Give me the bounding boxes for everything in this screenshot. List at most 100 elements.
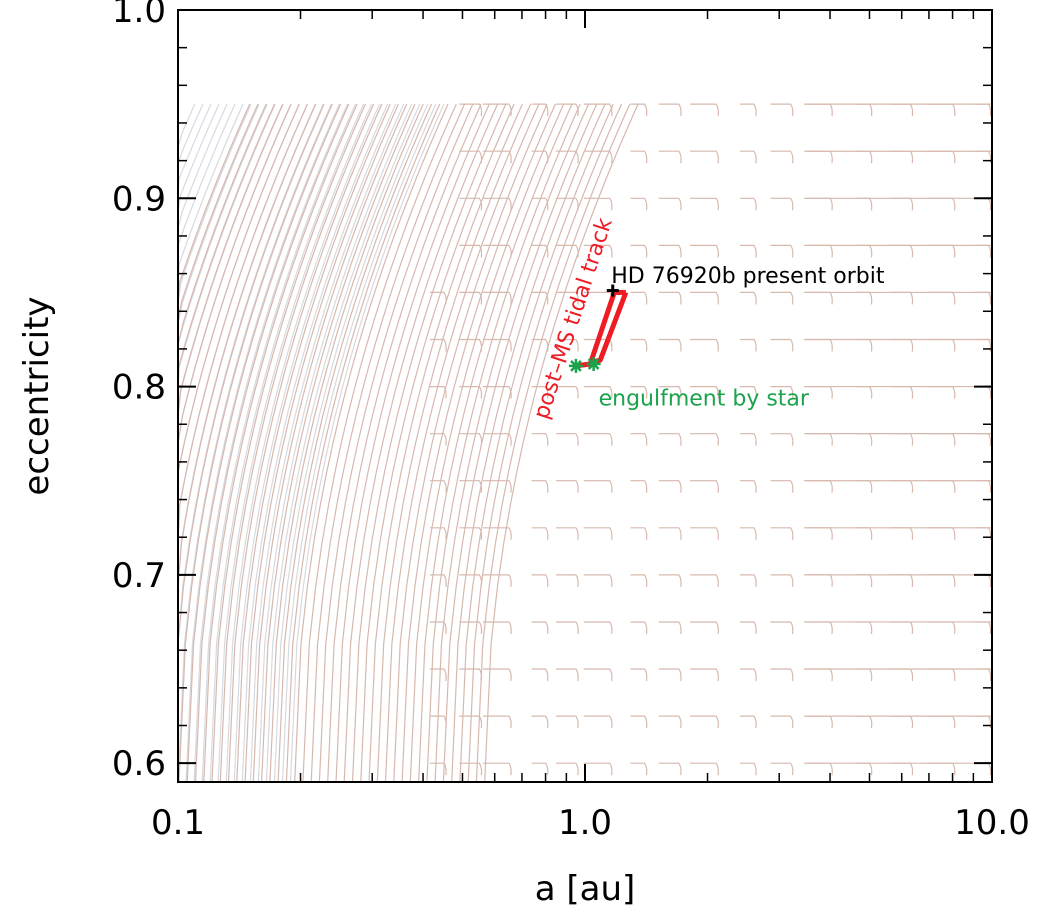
- short-segment-11-12: [855, 244, 873, 258]
- short-segment-6-6: [630, 480, 648, 493]
- short-segment-8-13: [890, 386, 914, 399]
- short-segment-6-2: [482, 480, 512, 493]
- short-segment-6-4: [555, 480, 579, 493]
- short-segment-6-1: [459, 480, 483, 493]
- y-tick-label-2: 0.8: [112, 368, 166, 408]
- short-segment-11-6: [630, 244, 648, 258]
- short-segment-1-13: [890, 715, 914, 729]
- short-segment-10-10: [770, 291, 794, 305]
- short-segment-11-14: [926, 244, 956, 258]
- grey-track-25: [241, 103, 397, 783]
- short-segment-12-4: [555, 197, 579, 211]
- short-segment-8-3: [531, 386, 549, 399]
- short-segment-7-13: [890, 433, 914, 446]
- short-segment-9-15: [974, 338, 992, 352]
- short-segment-6-10: [770, 480, 794, 493]
- grey-track-22: [217, 103, 373, 783]
- pink-track-25: [302, 103, 457, 783]
- short-segment-8-10: [770, 386, 794, 399]
- short-segment-11-8: [690, 244, 719, 258]
- pink-track-42: [442, 103, 598, 783]
- short-segment-14-7: [658, 103, 682, 117]
- short-segment-8-7: [658, 386, 682, 399]
- short-segment-13-2: [482, 150, 512, 164]
- tick-labels: 0.1 1.0 10.0 0.6 0.7 0.8 0.9 1.0: [112, 0, 1030, 843]
- short-segment-2-11: [804, 668, 833, 682]
- short-segment-6-3: [531, 480, 549, 493]
- short-segment-11-9: [739, 244, 757, 258]
- short-segment-4-12: [855, 574, 873, 587]
- y-axis-label: eccentricity: [17, 296, 57, 495]
- short-segment-7-12: [855, 433, 873, 446]
- markers: [568, 284, 619, 373]
- pink-track-9: [177, 103, 325, 782]
- pink-track-21: [269, 103, 424, 783]
- short-segment-12-12: [855, 197, 873, 211]
- short-segment-9-11: [804, 338, 833, 352]
- short-segment-14-12: [855, 103, 873, 117]
- short-segment-2-12: [855, 668, 873, 682]
- pink-track-17: [236, 103, 391, 783]
- pink-track-16: [227, 103, 383, 783]
- short-segment-9-1: [459, 338, 483, 352]
- short-segment-9-3: [531, 338, 549, 352]
- short-segment-12-7: [658, 197, 682, 211]
- short-segment-5-5: [583, 527, 613, 540]
- pink-track-8: [177, 103, 317, 782]
- short-segment-14-4: [555, 103, 579, 117]
- short-segment-11-1: [459, 244, 483, 258]
- engulfment-marker-stroke: [570, 360, 582, 372]
- short-segment-9-4: [555, 338, 579, 352]
- pink-track-29: [335, 103, 490, 783]
- short-segment-9-6: [630, 338, 648, 352]
- short-segment-2-4: [555, 668, 579, 682]
- short-segment-6-12: [855, 480, 873, 493]
- short-segment-6-15: [974, 480, 992, 493]
- short-segment-3-9: [739, 621, 757, 635]
- short-segment-8-4: [555, 386, 579, 399]
- short-segment-5-9: [739, 527, 757, 540]
- short-segment-7-5: [583, 433, 613, 446]
- short-segment-4-0: [429, 574, 447, 587]
- pink-track-44: [459, 103, 614, 783]
- short-segment-8-12: [855, 386, 873, 399]
- short-segment-10-13: [890, 291, 914, 305]
- short-segment-3-4: [555, 621, 579, 635]
- pink-track-40: [426, 103, 581, 783]
- short-segment-8-5: [583, 386, 613, 399]
- short-segment-13-12: [855, 150, 873, 164]
- short-segment-4-7: [658, 574, 682, 587]
- y-tick-label-0: 0.6: [112, 744, 166, 784]
- short-segment-9-8: [690, 338, 719, 352]
- pink-track-19: [252, 103, 408, 783]
- short-segment-4-9: [739, 574, 757, 587]
- short-segment-8-8: [690, 386, 719, 399]
- short-segment-10-3: [531, 291, 549, 305]
- short-segment-12-11: [804, 197, 833, 211]
- short-segment-13-4: [555, 150, 579, 164]
- short-segment-0-8: [690, 762, 719, 776]
- short-segment-1-15: [974, 715, 992, 729]
- short-segment-3-13: [890, 621, 914, 635]
- short-segment-13-6: [630, 150, 648, 164]
- short-segment-8-9: [739, 386, 757, 399]
- short-segment-10-7: [658, 291, 682, 305]
- pink-track-18: [244, 103, 399, 783]
- pink-track-36: [393, 103, 548, 783]
- pink-track-15: [219, 103, 375, 783]
- short-segment-5-7: [658, 527, 682, 540]
- short-segment-3-15: [974, 621, 992, 635]
- grey-track-19: [193, 103, 349, 783]
- grey-track-21: [209, 103, 365, 783]
- short-segment-9-10: [770, 338, 794, 352]
- short-segment-6-0: [429, 480, 447, 493]
- short-segment-5-11: [804, 527, 833, 540]
- short-segment-14-1: [459, 103, 483, 117]
- short-segment-12-8: [690, 197, 719, 211]
- short-segment-12-5: [583, 197, 613, 211]
- short-segment-14-9: [739, 103, 757, 117]
- short-segment-5-8: [690, 527, 719, 540]
- short-segment-9-14: [926, 338, 956, 352]
- short-segment-1-6: [630, 715, 648, 729]
